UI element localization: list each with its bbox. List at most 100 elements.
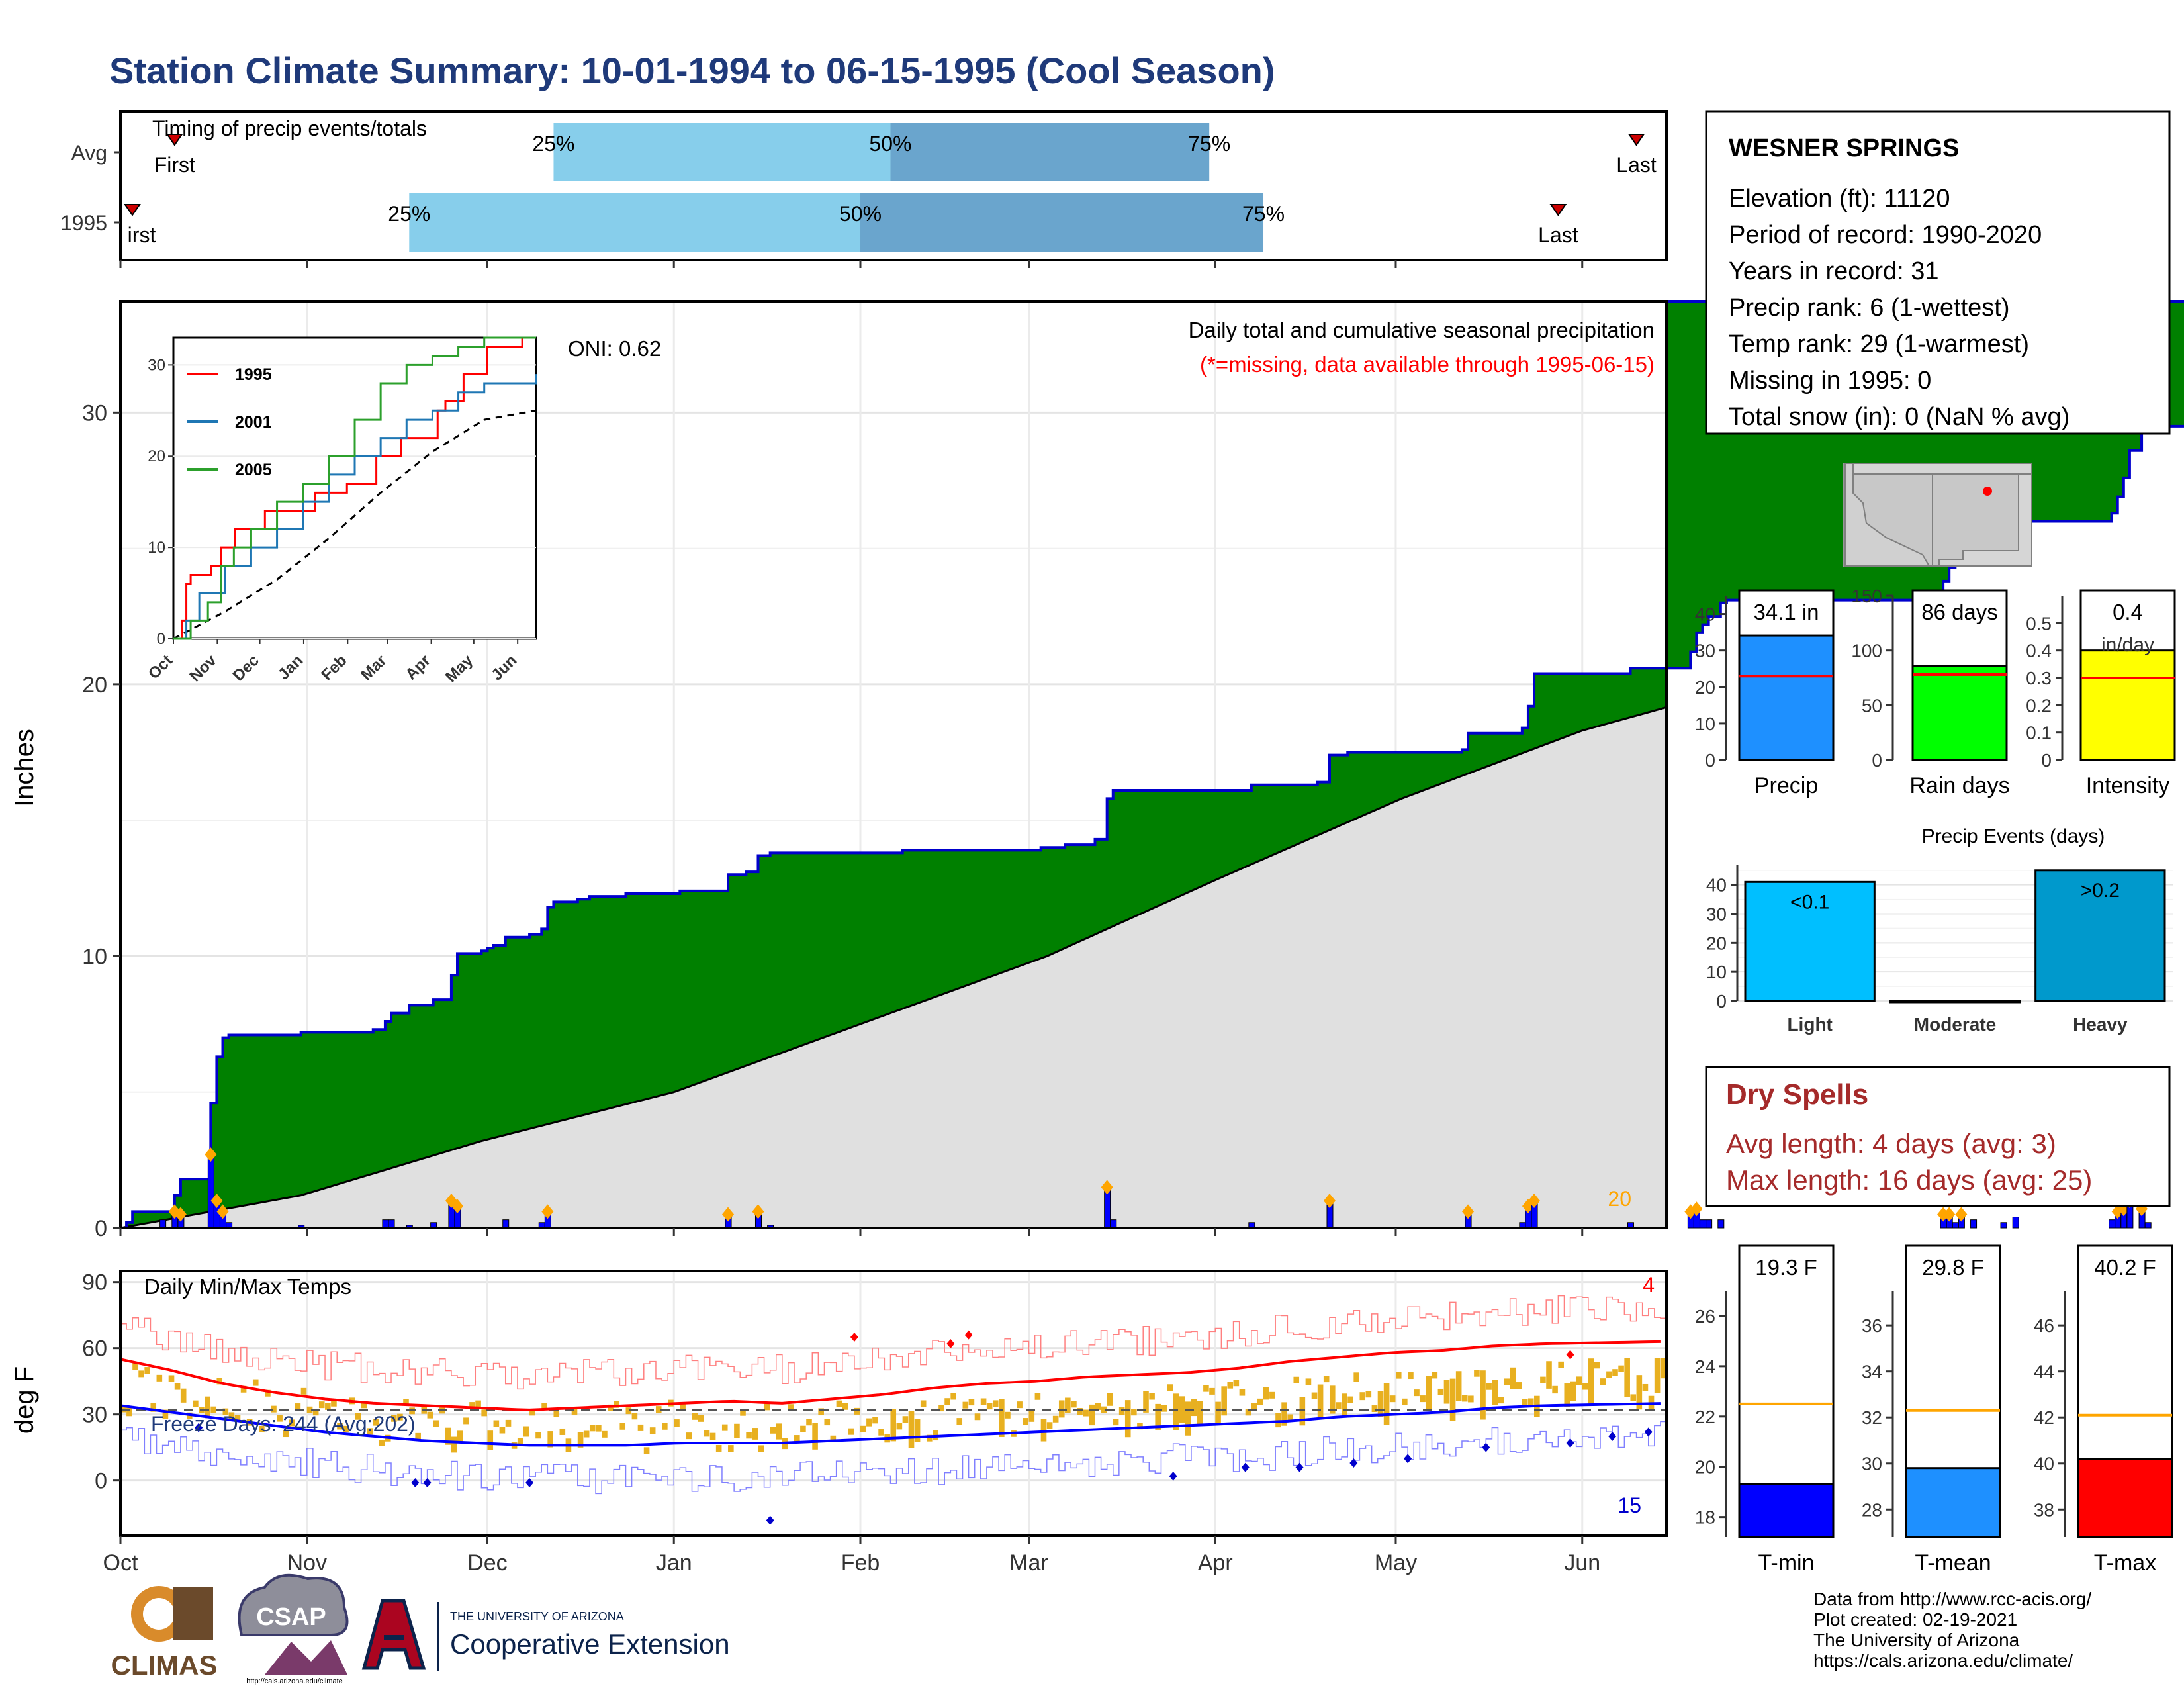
daily-temp-bar-242 [1576, 1376, 1582, 1385]
timing-bar-late-0 [890, 123, 1210, 181]
ua-a-bar [384, 1635, 404, 1640]
precip-y-tick-label-3: 30 [1695, 641, 1715, 661]
events-bar-label-light: <0.1 [1790, 891, 1829, 913]
daily-temp-bar-144 [986, 1403, 993, 1410]
dry-spells-max: Max length: 16 days (avg: 25) [1726, 1164, 2092, 1196]
daily-temp-bar-55 [451, 1436, 457, 1453]
daily-temp-bar-78 [589, 1425, 596, 1432]
record-low-marker-9 [1404, 1454, 1412, 1464]
daily-temp-bar-214 [1408, 1372, 1414, 1380]
climas-wordmark: CLIMAS [111, 1650, 218, 1681]
inset-legend-label-2001: 2001 [235, 413, 272, 432]
events-category-moderate: Moderate [1914, 1014, 1996, 1035]
daily-temp-bar-76 [577, 1432, 584, 1448]
ua-a-icon [361, 1599, 426, 1670]
record-high-marker-1 [946, 1339, 955, 1348]
timing-bar-early-1 [409, 193, 861, 252]
daily-temp-bar-14 [205, 1396, 210, 1419]
inset-y-tick-label-0: 0 [157, 630, 165, 648]
daily-temp-bar-130 [902, 1416, 909, 1423]
daily-temp-bar-151 [1028, 1410, 1035, 1422]
daily-temp-bar-117 [824, 1419, 831, 1426]
daily-temp-bar-194 [1287, 1414, 1293, 1421]
daily-temp-bar-10 [180, 1388, 187, 1403]
record-high-marker-2 [964, 1330, 973, 1340]
intensity-y-tick-label-2: 0.2 [2026, 695, 2052, 716]
tmin-y-tick-label-1: 20 [1695, 1457, 1715, 1477]
daily-temp-bar-236 [1540, 1376, 1546, 1383]
station-name: WESNER SPRINGS [1729, 134, 1959, 162]
precip-panel: 0 10 20 30 Daily total and cumulative seaso… [10, 300, 2184, 1241]
daily-temp-bar-231 [1510, 1367, 1516, 1389]
daily-temp-bar-105 [752, 1428, 758, 1440]
tmax-category-label: T-max [2094, 1550, 2156, 1575]
daily-temp-bar-136 [938, 1405, 944, 1412]
temp-y-axis: 0 30 60 90 [82, 1270, 120, 1494]
daily-temp-bar-184 [1227, 1382, 1234, 1389]
daily-temp-bar-88 [649, 1427, 656, 1434]
daily-temp-bar-24 [265, 1389, 271, 1397]
daily-temp-bar-228 [1492, 1380, 1498, 1405]
daily-temp-bar-47 [403, 1399, 409, 1406]
daily-temp-bar-195 [1293, 1376, 1300, 1383]
tmin-running-line [120, 1402, 1661, 1447]
daily-temp-bar-199 [1317, 1384, 1324, 1417]
daily-temp-bar-171 [1149, 1393, 1155, 1400]
daily-temp-bar-103 [740, 1409, 746, 1416]
temp-x-axis: Oct Nov Dec Jan Feb Mar Apr May Jun [103, 1536, 1600, 1575]
daily-temp-bar-116 [818, 1408, 824, 1415]
daily-precip-marker-23 [1323, 1193, 1336, 1208]
precip-category-label: Precip [1754, 773, 1818, 798]
daily-temp-bar-99 [715, 1444, 722, 1452]
footer-line-1: Data from http://www.rcc-acis.org/ [1813, 1589, 2091, 1609]
tmax-y-tick-label-0: 38 [2034, 1499, 2054, 1520]
daily-temp-bar-125 [872, 1417, 878, 1424]
daily-temp-bar-16 [216, 1378, 223, 1385]
climas-logo: CLIMAS [111, 1586, 218, 1681]
daily-temp-bar-56 [457, 1430, 463, 1442]
intensity-y-tick-label-1: 0.1 [2026, 723, 2052, 743]
station-line-temp-rank: Temp rank: 29 (1-warmest) [1729, 330, 2029, 358]
tmean-y-tick-label-0: 28 [1862, 1499, 1882, 1520]
daily-temp-bar-241 [1570, 1381, 1576, 1401]
daily-temp-bar-188 [1251, 1403, 1257, 1410]
station-line-elevation: Elevation (ft): 11120 [1729, 185, 1950, 212]
daily-precip-bar-38 [1970, 1219, 1978, 1229]
daily-temp-bar-185 [1233, 1380, 1240, 1387]
daily-temp-bar-8 [168, 1375, 175, 1382]
daily-temp-bar-75 [571, 1407, 578, 1415]
daily-temp-bar-226 [1480, 1370, 1486, 1420]
daily-temp-bar-178 [1191, 1399, 1197, 1417]
daily-precip-bar-39 [2000, 1222, 2007, 1229]
daily-precip-marker-16 [541, 1204, 554, 1219]
daily-temp-bar-215 [1414, 1389, 1420, 1397]
daily-temp-bar-97 [704, 1430, 710, 1437]
daily-temp-bar-202 [1336, 1402, 1342, 1409]
tmin-bar [1738, 1483, 1835, 1538]
daily-temp-bar-192 [1275, 1413, 1281, 1428]
normal-precip-area [120, 706, 1668, 1229]
daily-temp-bar-164 [1107, 1393, 1113, 1406]
inset-legend: 1995 2001 2005 [187, 365, 272, 479]
daily-temp-bar-182 [1215, 1401, 1221, 1423]
daily-temp-bar-200 [1323, 1376, 1330, 1383]
daily-temp-bar-245 [1594, 1362, 1600, 1369]
timing-bar-late-1 [860, 193, 1264, 252]
daily-temp-bar-212 [1395, 1372, 1402, 1379]
daily-temp-bar-153 [1040, 1419, 1047, 1442]
record-min-line [120, 1421, 1666, 1495]
daily-temp-bar-156 [1058, 1400, 1065, 1418]
freeze-days-label: Freeze Days: 244 (Avg:202) [151, 1412, 416, 1436]
tmax-bar [2077, 1458, 2173, 1538]
record-low-marker-8 [1349, 1458, 1358, 1468]
daily-temp-bar-161 [1089, 1404, 1095, 1426]
tmean-bar [1905, 1467, 2001, 1538]
csap-logo: CSAP http://cals.arizona.edu/climate [238, 1573, 349, 1685]
daily-temp-bar-107 [764, 1403, 770, 1411]
daily-temp-bar-213 [1402, 1398, 1408, 1405]
temp-y-tick-label-2: 60 [82, 1336, 107, 1362]
map-state-north [1852, 463, 2032, 475]
daily-precip-bar-36 [1952, 1222, 1959, 1229]
daily-temp-bar-27 [283, 1430, 289, 1438]
